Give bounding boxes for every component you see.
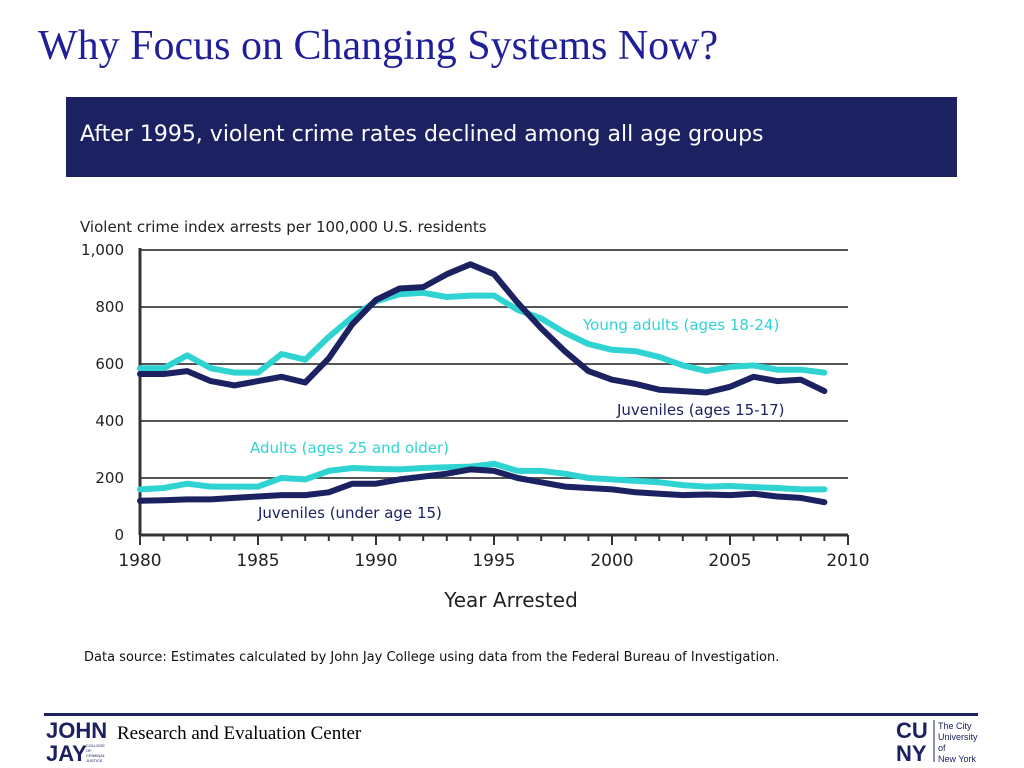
line-chart: 0 200 400 600 800 1,000 1980 1985 1990 1995 2000 20… [80,218,870,612]
data-source-note: Data source: Estimates calculated by Joh… [84,650,780,665]
y-tick-label: 0 [114,526,124,544]
svg-text:University: University [938,732,978,742]
x-tick-label: 1990 [354,551,397,571]
series-label-juveniles-under-15: Juveniles (under age 15) [257,504,442,522]
john-jay-logo: JOHN JAY COLLEGE OF CRIMINAL JUSTICE [46,718,106,764]
chart-banner: After 1995, violent crime rates declined… [66,97,957,177]
y-tick-label: 1,000 [81,241,124,259]
tick-layer: 0 200 400 600 800 1,000 1980 1985 1990 1995 2000 20… [81,241,870,571]
svg-text:JOHN: JOHN [46,718,106,743]
series-line-0 [137,289,828,376]
svg-text:COLLEGE: COLLEGE [86,743,105,748]
series-label-young-adults: Young adults (ages 18-24) [582,316,779,334]
x-tick-label: 1995 [472,551,515,571]
axis-layer [138,248,849,545]
series-label-adults: Adults (ages 25 and older) [250,439,449,457]
chart-title: After 1995, violent crime rates declined… [80,122,764,147]
y-tick-label: 200 [95,469,124,487]
series-label-juveniles-15-17: Juveniles (ages 15-17) [616,401,785,419]
x-tick-label: 2000 [590,551,633,571]
svg-text:of: of [938,743,946,753]
svg-text:New York: New York [938,754,977,764]
svg-text:CU: CU [896,718,928,743]
x-tick-label: 1985 [236,551,279,571]
footer-divider [44,713,978,716]
slide-title: Why Focus on Changing Systems Now? [38,23,719,69]
y-tick-label: 400 [95,412,124,430]
svg-text:JUSTICE: JUSTICE [86,758,103,763]
svg-text:CRIMINAL: CRIMINAL [86,753,106,758]
svg-text:JAY: JAY [46,741,87,764]
x-axis-label: Year Arrested [443,588,578,612]
y-tick-label: 800 [95,298,124,316]
x-tick-label: 2010 [826,551,869,571]
footer-center-text: Research and Evaluation Center [117,723,362,744]
series-line-3 [137,466,828,506]
series-layer [137,261,828,506]
x-tick-label: 1980 [118,551,161,571]
cuny-logo: CU NY The City University of New York [896,718,978,764]
series-line-2 [137,460,828,493]
x-tick-label: 2005 [708,551,751,571]
y-axis-label: Violent crime index arrests per 100,000 … [80,218,487,236]
grid-layer [140,249,848,479]
series-line-1 [137,261,828,396]
svg-text:OF: OF [86,748,92,753]
svg-text:NY: NY [896,741,927,764]
svg-text:The City: The City [938,721,972,731]
y-tick-label: 600 [95,355,124,373]
